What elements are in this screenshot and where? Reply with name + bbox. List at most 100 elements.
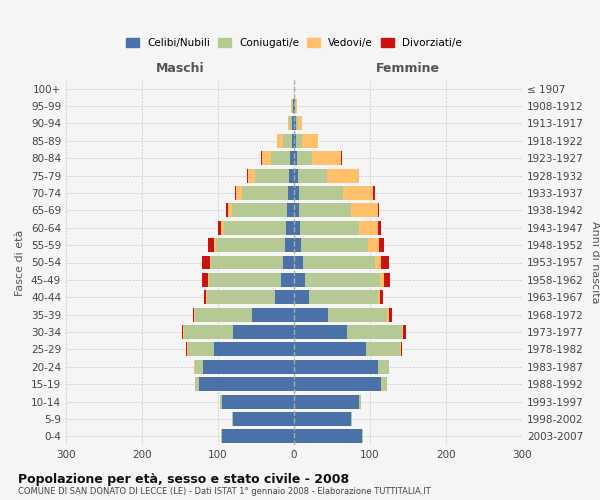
- Bar: [294, 116, 296, 130]
- Bar: [298, 168, 326, 182]
- Bar: [303, 256, 376, 270]
- Bar: [296, 134, 302, 148]
- Bar: [226, 204, 228, 218]
- Bar: [188, 342, 214, 356]
- Bar: [221, 430, 222, 444]
- Bar: [343, 186, 373, 200]
- Bar: [403, 325, 406, 339]
- Bar: [235, 186, 236, 200]
- Bar: [376, 256, 382, 270]
- Bar: [287, 204, 294, 218]
- Bar: [294, 238, 301, 252]
- Bar: [205, 290, 206, 304]
- Bar: [228, 204, 232, 218]
- Bar: [305, 273, 380, 287]
- Bar: [194, 308, 195, 322]
- Bar: [377, 204, 379, 218]
- Bar: [218, 221, 221, 234]
- Bar: [214, 238, 217, 252]
- Bar: [281, 273, 294, 287]
- Bar: [294, 290, 309, 304]
- Bar: [233, 412, 294, 426]
- Bar: [377, 290, 380, 304]
- Bar: [222, 394, 294, 408]
- Bar: [379, 238, 385, 252]
- Bar: [294, 273, 305, 287]
- Bar: [195, 308, 252, 322]
- Bar: [224, 221, 286, 234]
- Bar: [294, 186, 299, 200]
- Bar: [283, 256, 294, 270]
- Bar: [283, 134, 292, 148]
- Bar: [299, 186, 343, 200]
- Bar: [194, 360, 195, 374]
- Bar: [294, 342, 366, 356]
- Bar: [294, 152, 297, 165]
- Text: Femmine: Femmine: [376, 62, 440, 75]
- Bar: [328, 308, 388, 322]
- Bar: [294, 360, 377, 374]
- Bar: [289, 116, 292, 130]
- Bar: [389, 308, 392, 322]
- Bar: [379, 221, 380, 234]
- Bar: [208, 273, 209, 287]
- Bar: [288, 116, 289, 130]
- Bar: [382, 377, 388, 391]
- Bar: [285, 238, 294, 252]
- Bar: [359, 221, 379, 234]
- Bar: [401, 342, 402, 356]
- Bar: [359, 394, 361, 408]
- Bar: [275, 290, 294, 304]
- Bar: [312, 152, 341, 165]
- Bar: [292, 116, 294, 130]
- Legend: Celibi/Nubili, Coniugati/e, Vedovi/e, Divorziati/e: Celibi/Nubili, Coniugati/e, Vedovi/e, Di…: [122, 34, 466, 52]
- Bar: [362, 430, 363, 444]
- Bar: [294, 394, 359, 408]
- Bar: [236, 186, 242, 200]
- Bar: [193, 308, 194, 322]
- Bar: [214, 342, 294, 356]
- Bar: [294, 204, 299, 218]
- Bar: [309, 290, 377, 304]
- Bar: [326, 168, 359, 182]
- Bar: [366, 342, 400, 356]
- Bar: [300, 221, 359, 234]
- Bar: [351, 412, 352, 426]
- Bar: [291, 99, 292, 113]
- Y-axis label: Fasce di età: Fasce di età: [16, 230, 25, 296]
- Bar: [232, 204, 287, 218]
- Bar: [301, 238, 368, 252]
- Text: Maschi: Maschi: [155, 62, 205, 75]
- Bar: [202, 273, 208, 287]
- Bar: [233, 325, 294, 339]
- Bar: [294, 377, 382, 391]
- Bar: [209, 256, 211, 270]
- Bar: [292, 134, 294, 148]
- Bar: [297, 152, 312, 165]
- Bar: [288, 186, 294, 200]
- Text: COMUNE DI SAN DONATO DI LECCE (LE) - Dati ISTAT 1° gennaio 2008 - Elaborazione T: COMUNE DI SAN DONATO DI LECCE (LE) - Dat…: [18, 488, 431, 496]
- Bar: [341, 152, 342, 165]
- Bar: [222, 430, 294, 444]
- Bar: [209, 273, 281, 287]
- Text: Popolazione per età, sesso e stato civile - 2008: Popolazione per età, sesso e stato civil…: [18, 472, 349, 486]
- Bar: [368, 238, 379, 252]
- Bar: [203, 360, 294, 374]
- Bar: [294, 308, 328, 322]
- Bar: [248, 168, 255, 182]
- Bar: [242, 186, 288, 200]
- Bar: [195, 377, 199, 391]
- Bar: [347, 325, 402, 339]
- Bar: [383, 273, 390, 287]
- Bar: [296, 116, 298, 130]
- Bar: [199, 377, 294, 391]
- Bar: [382, 256, 389, 270]
- Bar: [380, 290, 383, 304]
- Bar: [295, 99, 296, 113]
- Bar: [184, 325, 233, 339]
- Bar: [373, 186, 374, 200]
- Bar: [211, 256, 283, 270]
- Bar: [247, 168, 248, 182]
- Bar: [400, 342, 401, 356]
- Bar: [293, 99, 294, 113]
